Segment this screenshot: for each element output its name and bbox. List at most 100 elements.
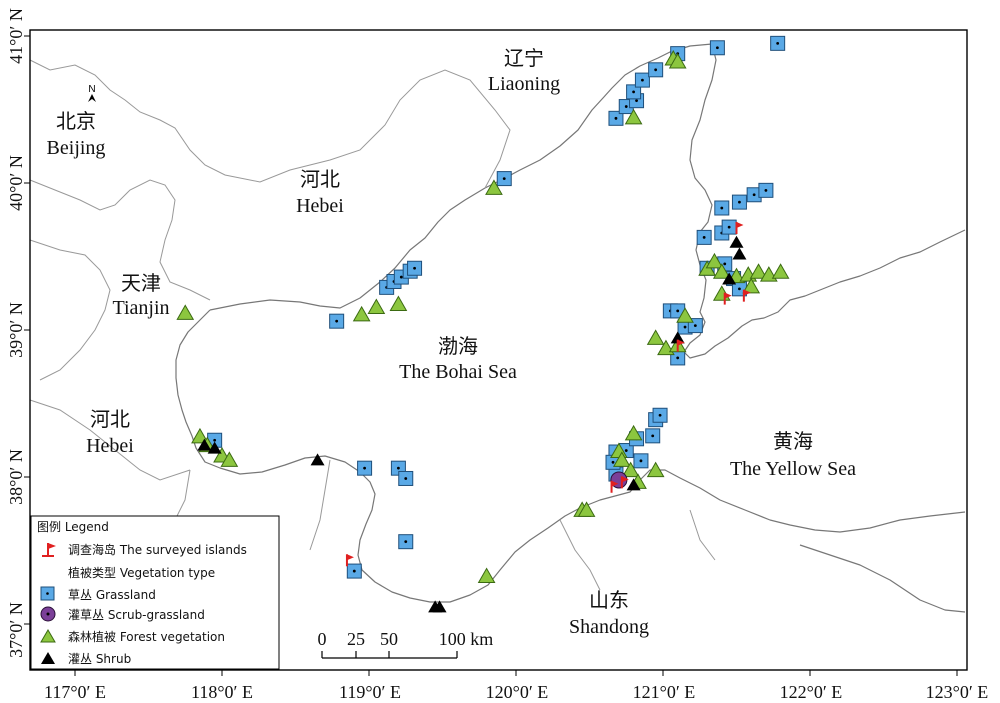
forest-site bbox=[191, 427, 209, 444]
y-tick-label: 41°0′ N bbox=[6, 8, 26, 64]
map-frame bbox=[29, 29, 968, 671]
flag-banner bbox=[346, 554, 354, 561]
forest-site bbox=[749, 263, 768, 279]
shrub-site bbox=[197, 438, 212, 451]
forest-site bbox=[621, 461, 640, 478]
scale-bar: 0 25 50 100 km bbox=[318, 629, 493, 659]
liaoning-label-cn: 辽宁 bbox=[504, 46, 544, 70]
grassland-site-dot bbox=[641, 78, 644, 82]
grassland-site-dot bbox=[335, 319, 339, 323]
grassland-site-dot bbox=[404, 540, 408, 544]
grassland-site-dot bbox=[693, 324, 697, 327]
shrub-site bbox=[670, 331, 685, 344]
forest-site bbox=[389, 295, 408, 312]
grassland-site-dot bbox=[676, 309, 680, 313]
forest-site bbox=[176, 304, 195, 320]
legend: 图例 Legend 调查海岛 The surveyed islands 植被类型… bbox=[30, 515, 280, 670]
grassland-site-dot bbox=[399, 275, 403, 279]
grassland-site-dot bbox=[363, 466, 366, 470]
flag-banner bbox=[621, 476, 629, 483]
grassland-site-dot bbox=[723, 262, 727, 266]
grassland-site-dot bbox=[614, 116, 618, 120]
legend-veg-title: 植被类型 Vegetation type bbox=[68, 565, 215, 580]
forest-site bbox=[367, 298, 386, 314]
flag-icon bbox=[42, 543, 56, 557]
grassland-site-dot bbox=[404, 477, 408, 480]
hebei-north-label-en: Hebei bbox=[296, 195, 344, 217]
liaoning-label-en: Liaoning bbox=[488, 73, 560, 95]
grassland-site-dot bbox=[635, 99, 638, 103]
forest-site bbox=[646, 329, 665, 345]
forest-icon bbox=[40, 629, 56, 643]
forest-site bbox=[624, 424, 643, 441]
forest-site bbox=[771, 263, 790, 279]
grassland-site-dot bbox=[624, 449, 628, 452]
forest-site bbox=[577, 501, 596, 517]
forest-site bbox=[485, 179, 503, 195]
shrub-site bbox=[207, 441, 222, 454]
surveyed-island-flag bbox=[735, 222, 744, 235]
grassland-site-dot bbox=[397, 466, 400, 470]
yellow-sea-label-cn: 黄海 bbox=[773, 429, 813, 453]
grassland-site-dot bbox=[611, 460, 615, 464]
x-axis-labels: 117°0′ E 118°0′ E 119°0′ E 120°0′ E 121°… bbox=[44, 682, 988, 702]
x-tick-label: 118°0′ E bbox=[191, 682, 253, 702]
forest-site bbox=[676, 307, 694, 323]
forest-site bbox=[477, 567, 496, 583]
grassland-site-dot bbox=[624, 105, 628, 108]
legend-title: 图例 Legend bbox=[37, 520, 109, 534]
scale-label-25: 25 bbox=[347, 629, 365, 649]
shandong-label-en: Shandong bbox=[569, 616, 649, 638]
shrub-site bbox=[310, 453, 325, 466]
bohai-label-en: The Bohai Sea bbox=[399, 361, 517, 383]
hebei-south-label-cn: 河北 bbox=[90, 407, 130, 431]
scale-label-50: 50 bbox=[380, 629, 398, 649]
hebei-north-label-cn: 河北 bbox=[300, 167, 340, 191]
forest-site bbox=[352, 305, 371, 322]
y-tick-label: 39°0′ N bbox=[6, 302, 26, 358]
grassland-site-dot bbox=[776, 41, 780, 45]
grassland-site-dot bbox=[720, 206, 724, 210]
grassland-site-dot bbox=[683, 325, 687, 329]
grassland-site-dot bbox=[676, 356, 680, 360]
shrub-site bbox=[626, 478, 641, 491]
shandong-label-cn: 山东 bbox=[589, 588, 629, 612]
flag-banner bbox=[724, 292, 732, 299]
grassland-site-dot bbox=[352, 569, 356, 573]
grassland-site-dot bbox=[715, 46, 719, 50]
grassland-site-dot bbox=[654, 68, 658, 72]
shrub-site bbox=[732, 247, 747, 260]
bohai-label-cn: 渤海 bbox=[438, 334, 478, 358]
x-tick-label: 121°0′ E bbox=[633, 682, 696, 702]
grassland-site-dot bbox=[639, 459, 643, 463]
hebei-south-label-en: Hebei bbox=[86, 435, 134, 457]
y-axis-labels: 41°0′ N 40°0′ N 39°0′ N 38°0′ N 37°0′ N bbox=[6, 8, 26, 658]
y-tick-label: 40°0′ N bbox=[6, 155, 26, 211]
forest-site bbox=[624, 108, 643, 125]
grassland-site-dot bbox=[727, 225, 731, 229]
legend-surveyed: 调查海岛 The surveyed islands bbox=[68, 542, 247, 557]
grassland-site-dot bbox=[738, 200, 741, 204]
forest-site bbox=[220, 451, 239, 467]
surveyed-island-flag bbox=[723, 292, 732, 305]
shrub-icon bbox=[41, 652, 55, 664]
forest-site bbox=[668, 52, 687, 69]
legend-scrub-grassland: 灌草丛 Scrub-grassland bbox=[68, 608, 205, 622]
grassland-site-dot bbox=[632, 90, 635, 94]
grassland-site-dot bbox=[738, 287, 741, 291]
x-tick-label: 120°0′ E bbox=[486, 682, 549, 702]
region-labels: 辽宁 Liaoning 北京 Beijing 河北 Hebei 天津 Tianj… bbox=[47, 46, 857, 638]
x-tick-label: 119°0′ E bbox=[339, 682, 401, 702]
surveyed-island-flag bbox=[676, 339, 685, 352]
grassland-site-dot bbox=[651, 434, 655, 438]
grassland-site-dot bbox=[213, 438, 217, 442]
tianjin-label-en: Tianjin bbox=[112, 297, 169, 319]
yellow-sea-label-en: The Yellow Sea bbox=[730, 458, 856, 480]
x-tick-label: 122°0′ E bbox=[780, 682, 843, 702]
x-tick-label: 123°0′ E bbox=[926, 682, 989, 702]
shrub-site bbox=[432, 600, 447, 613]
grassland-site-dot bbox=[502, 177, 506, 180]
legend-shrub: 灌丛 Shrub bbox=[68, 652, 131, 666]
surveyed-island-flag bbox=[742, 289, 751, 302]
